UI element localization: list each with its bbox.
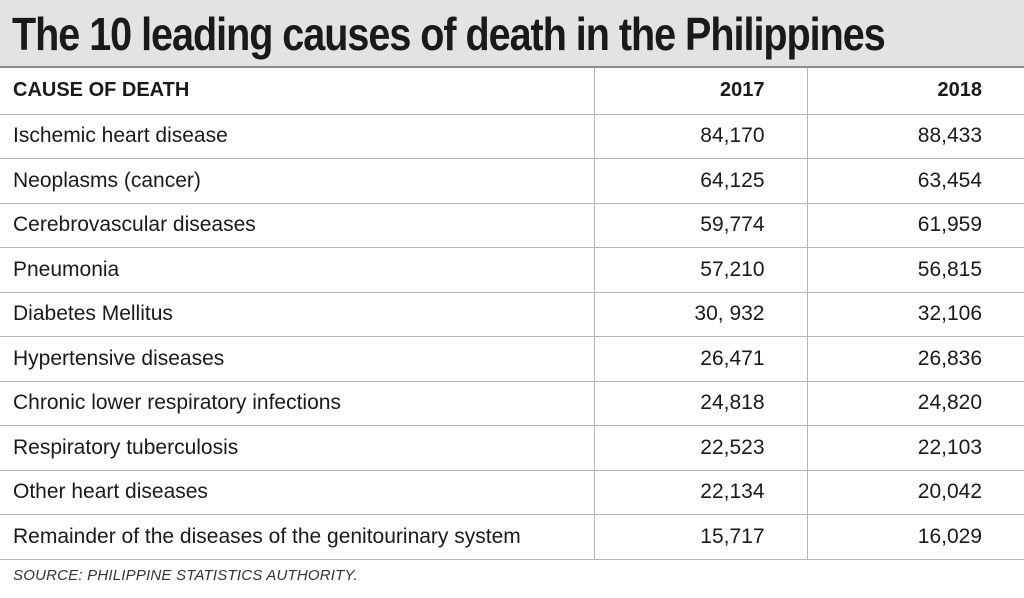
table-row: Diabetes Mellitus 30, 932 32,106 [0,292,1024,337]
table-row: Ischemic heart disease 84,170 88,433 [0,114,1024,159]
cause-cell: Other heart diseases [0,470,595,515]
cause-cell: Diabetes Mellitus [0,292,595,337]
value-2017-cell: 64,125 [594,158,808,204]
cause-cell: Hypertensive diseases [0,336,595,382]
value-2018-cell: 56,815 [807,247,1024,293]
causes-of-death-table: CAUSE OF DEATH 2017 2018 Ischemic heart … [0,68,1024,560]
value-2017-cell: 59,774 [594,203,808,248]
column-header-cause: CAUSE OF DEATH [0,68,595,115]
table-row: Hypertensive diseases 26,471 26,836 [0,336,1024,382]
value-2018-cell: 63,454 [807,158,1024,204]
cause-cell: Ischemic heart disease [0,114,595,159]
value-2018-cell: 61,959 [807,203,1024,248]
cause-cell: Chronic lower respiratory infections [0,381,595,426]
value-2017-cell: 24,818 [594,381,808,426]
value-2017-cell: 26,471 [594,336,808,382]
column-header-2017: 2017 [594,68,808,115]
page-title: The 10 leading causes of death in the Ph… [12,8,886,60]
table-row: Other heart diseases 22,134 20,042 [0,470,1024,515]
value-2017-cell: 84,170 [594,114,808,159]
value-2018-cell: 88,433 [807,114,1024,159]
table-row: Chronic lower respiratory infections 24,… [0,381,1024,426]
value-2018-cell: 22,103 [807,425,1024,471]
cause-cell: Cerebrovascular diseases [0,203,595,248]
value-2018-cell: 16,029 [807,514,1024,560]
cause-cell: Respiratory tuberculosis [0,425,595,471]
source-note: SOURCE: PHILIPPINE STATISTICS AUTHORITY. [13,567,358,584]
column-header-2018: 2018 [807,68,1024,115]
table-row: Cerebrovascular diseases 59,774 61,959 [0,203,1024,248]
value-2017-cell: 57,210 [594,247,808,293]
value-2018-cell: 26,836 [807,336,1024,382]
cause-cell: Pneumonia [0,247,595,293]
value-2017-cell: 15,717 [594,514,808,560]
value-2017-cell: 22,134 [594,470,808,515]
value-2017-cell: 30, 932 [594,292,808,337]
table-row: Respiratory tuberculosis 22,523 22,103 [0,425,1024,471]
value-2018-cell: 32,106 [807,292,1024,337]
value-2018-cell: 20,042 [807,470,1024,515]
value-2017-cell: 22,523 [594,425,808,471]
table-row: Pneumonia 57,210 56,815 [0,247,1024,293]
cause-cell: Remainder of the diseases of the genitou… [0,514,595,560]
table-header-row: CAUSE OF DEATH 2017 2018 [0,68,1024,115]
value-2018-cell: 24,820 [807,381,1024,426]
title-bar: The 10 leading causes of death in the Ph… [0,0,1024,68]
cause-cell: Neoplasms (cancer) [0,158,595,204]
table-row: Neoplasms (cancer) 64,125 63,454 [0,158,1024,204]
table-row: Remainder of the diseases of the genitou… [0,514,1024,560]
